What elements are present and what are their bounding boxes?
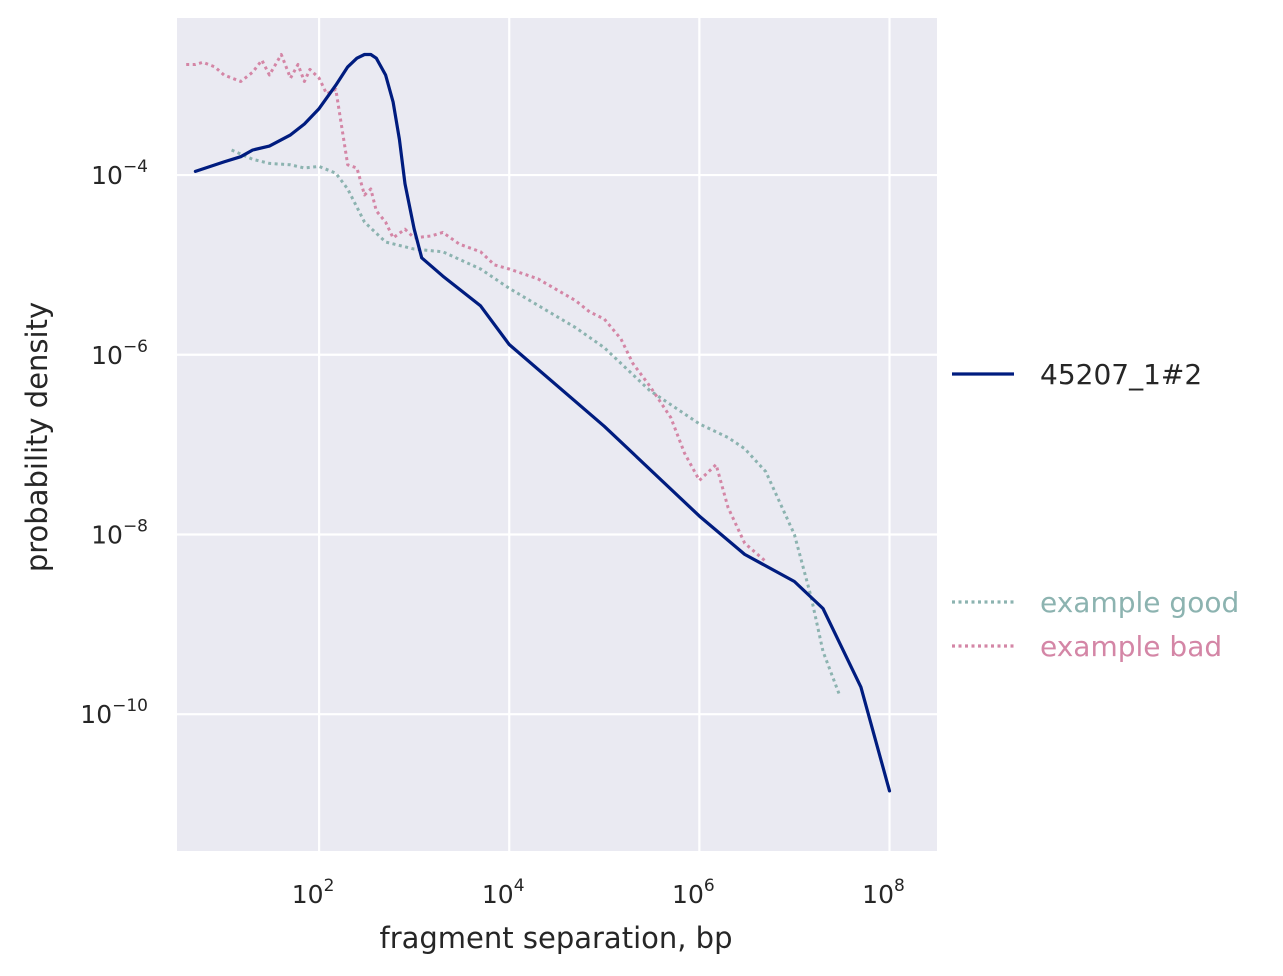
x-tick-base: 10 (672, 880, 704, 909)
y-tick-label: 10−4 (91, 157, 148, 190)
x-axis-label: fragment separation, bp (380, 921, 733, 955)
grid (177, 18, 937, 851)
y-tick-base: 10 (91, 520, 123, 549)
x-axis: 102 104 106 108 (292, 876, 905, 909)
y-tick-base: 10 (80, 700, 112, 729)
y-tick-base: 10 (91, 161, 123, 190)
series-line-example-good (230, 148, 842, 697)
y-axis-label: probability density (20, 302, 54, 572)
y-tick-label: 10−6 (91, 337, 148, 370)
legend-label: 45207_1#2 (1040, 358, 1202, 391)
x-tick-label: 108 (862, 876, 905, 909)
x-tick-base: 10 (482, 880, 514, 909)
y-tick-exponent: −6 (123, 337, 148, 357)
x-tick-exponent: 2 (324, 876, 335, 896)
x-tick-exponent: 6 (704, 876, 715, 896)
y-tick-exponent: −8 (123, 516, 148, 536)
series-layer (186, 52, 892, 793)
plot-background (177, 18, 937, 851)
y-tick-label: 10−10 (80, 696, 148, 729)
x-tick-label: 106 (672, 876, 715, 909)
y-axis: 10−410−610−810−10 (80, 157, 148, 729)
legend-label: example bad (1040, 630, 1222, 663)
x-tick-label: 104 (482, 876, 525, 909)
x-tick-exponent: 4 (514, 876, 525, 896)
y-tick-exponent: −4 (123, 157, 148, 177)
y-tick-base: 10 (91, 341, 123, 370)
y-tick-label: 10−8 (91, 516, 148, 549)
legend-label: example good (1040, 586, 1239, 619)
y-tick-exponent: −10 (112, 696, 148, 716)
x-tick-base: 10 (292, 880, 324, 909)
x-tick-base: 10 (862, 880, 894, 909)
series-line-45207-1-2 (193, 52, 892, 793)
x-tick-label: 102 (292, 876, 335, 909)
x-tick-exponent: 8 (894, 876, 905, 896)
series-line-example-bad (186, 53, 767, 563)
